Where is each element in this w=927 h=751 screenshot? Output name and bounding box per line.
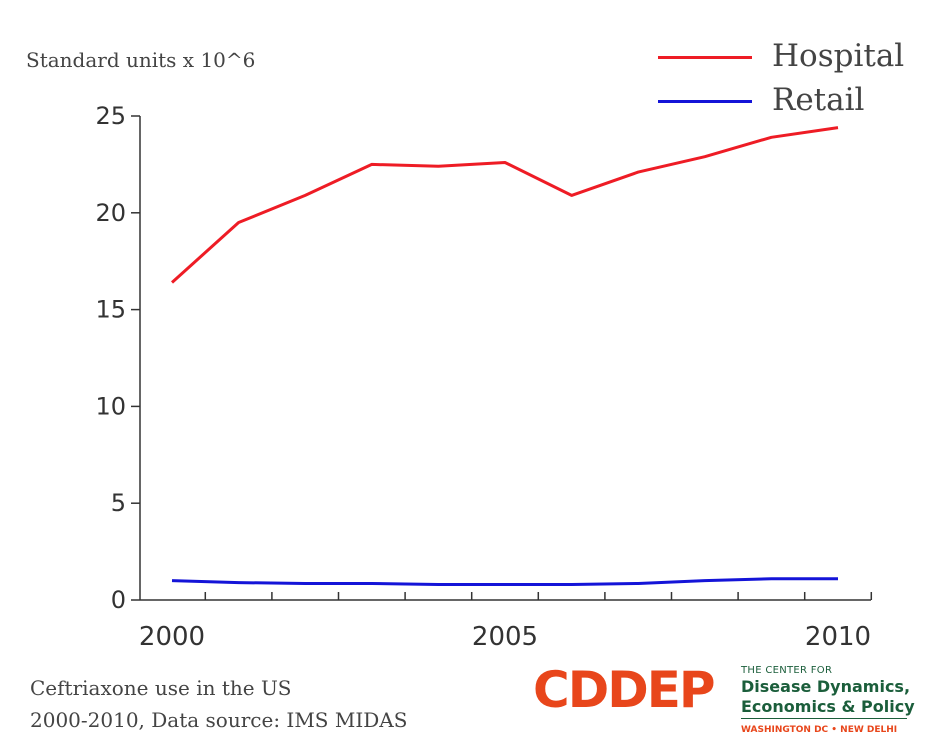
caption-line-2: 2000-2010, Data source: IMS MIDAS — [30, 708, 408, 732]
logo-small-text: THE CENTER FOR — [741, 665, 833, 676]
y-tick-label: 5 — [111, 489, 126, 517]
legend-swatch-retail — [658, 100, 752, 103]
logo-line-1: Disease Dynamics, — [741, 677, 911, 696]
y-tick-label: 0 — [111, 586, 126, 614]
y-tick-label: 15 — [95, 296, 126, 324]
y-axis-label: Standard units x 10^6 — [26, 48, 256, 72]
logo-divider — [741, 718, 907, 719]
legend-label-hospital: Hospital — [772, 38, 905, 74]
logo-line-2: Economics & Policy — [741, 697, 915, 716]
legend-swatch-hospital — [658, 56, 752, 59]
series-line-hospital — [170, 126, 839, 284]
x-tick-label: 2000 — [139, 622, 205, 652]
y-tick-label: 10 — [95, 392, 126, 420]
logo-cities: WASHINGTON DC • NEW DELHI — [741, 725, 898, 735]
legend-label-retail: Retail — [772, 82, 865, 118]
series-line-retail — [171, 577, 838, 586]
x-tick-label: 2010 — [805, 622, 871, 652]
y-tick-label: 20 — [95, 199, 126, 227]
x-tick-label: 2005 — [472, 622, 538, 652]
logo-wordmark: CDDEP — [533, 661, 716, 719]
caption-line-1: Ceftriaxone use in the US — [30, 676, 292, 700]
y-tick-label: 25 — [95, 102, 126, 130]
